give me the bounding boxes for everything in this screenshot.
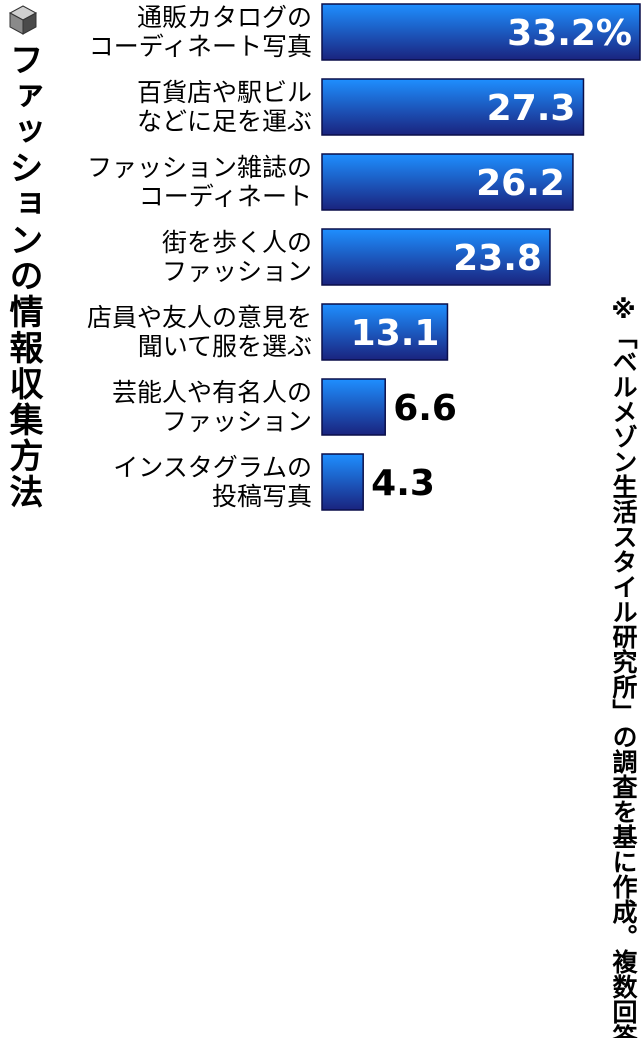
category-label-7-line-2: 投稿写真 <box>212 482 312 511</box>
category-label-2-line-1: 百貨店や駅ビル <box>137 78 312 107</box>
category-label-1-line-2: コーディネート写真 <box>89 32 312 61</box>
value-label-1: 33.2% <box>507 13 632 54</box>
category-label-5-line-2: 聞いて服を選ぶ <box>138 332 312 361</box>
value-label-3: 26.2 <box>476 163 565 204</box>
bar-3 <box>321 153 574 211</box>
source-note: ※「ベルメゾン生活スタイル研究所」の調査を基に作成。複数回答 <box>609 295 638 1038</box>
category-label-2-line-2: などに足を運ぶ <box>137 107 312 136</box>
bar-2 <box>321 78 585 136</box>
value-label-2: 27.3 <box>487 88 576 129</box>
category-label-6-line-2: ファッション <box>162 407 312 436</box>
bar-6 <box>321 378 386 436</box>
chart-title: ファッションの情報収集方法 <box>3 42 43 510</box>
value-label-7: 4.3 <box>371 463 435 504</box>
bar-5 <box>321 303 449 361</box>
value-label-5: 13.1 <box>351 313 440 354</box>
category-label-3-line-1: ファッション雑誌の <box>87 153 312 182</box>
category-label-6-line-1: 芸能人や有名人の <box>112 378 312 407</box>
cube-icon <box>8 5 38 35</box>
category-label-7-line-1: インスタグラムの <box>113 453 312 482</box>
category-label-1-line-1: 通販カタログの <box>137 3 312 32</box>
value-label-6: 6.6 <box>393 388 457 429</box>
category-label-4-line-1: 街を歩く人の <box>162 228 312 257</box>
value-label-4: 23.8 <box>453 238 542 279</box>
bar-1 <box>321 3 641 61</box>
category-label-4-line-2: ファッション <box>162 257 312 286</box>
bar-7 <box>321 453 364 511</box>
title-area: ファッションの情報収集方法 <box>3 2 43 517</box>
category-label-3-line-2: コーディネート <box>139 182 312 211</box>
bar-4 <box>321 228 551 286</box>
category-label-5-line-1: 店員や友人の意見を <box>87 303 312 332</box>
